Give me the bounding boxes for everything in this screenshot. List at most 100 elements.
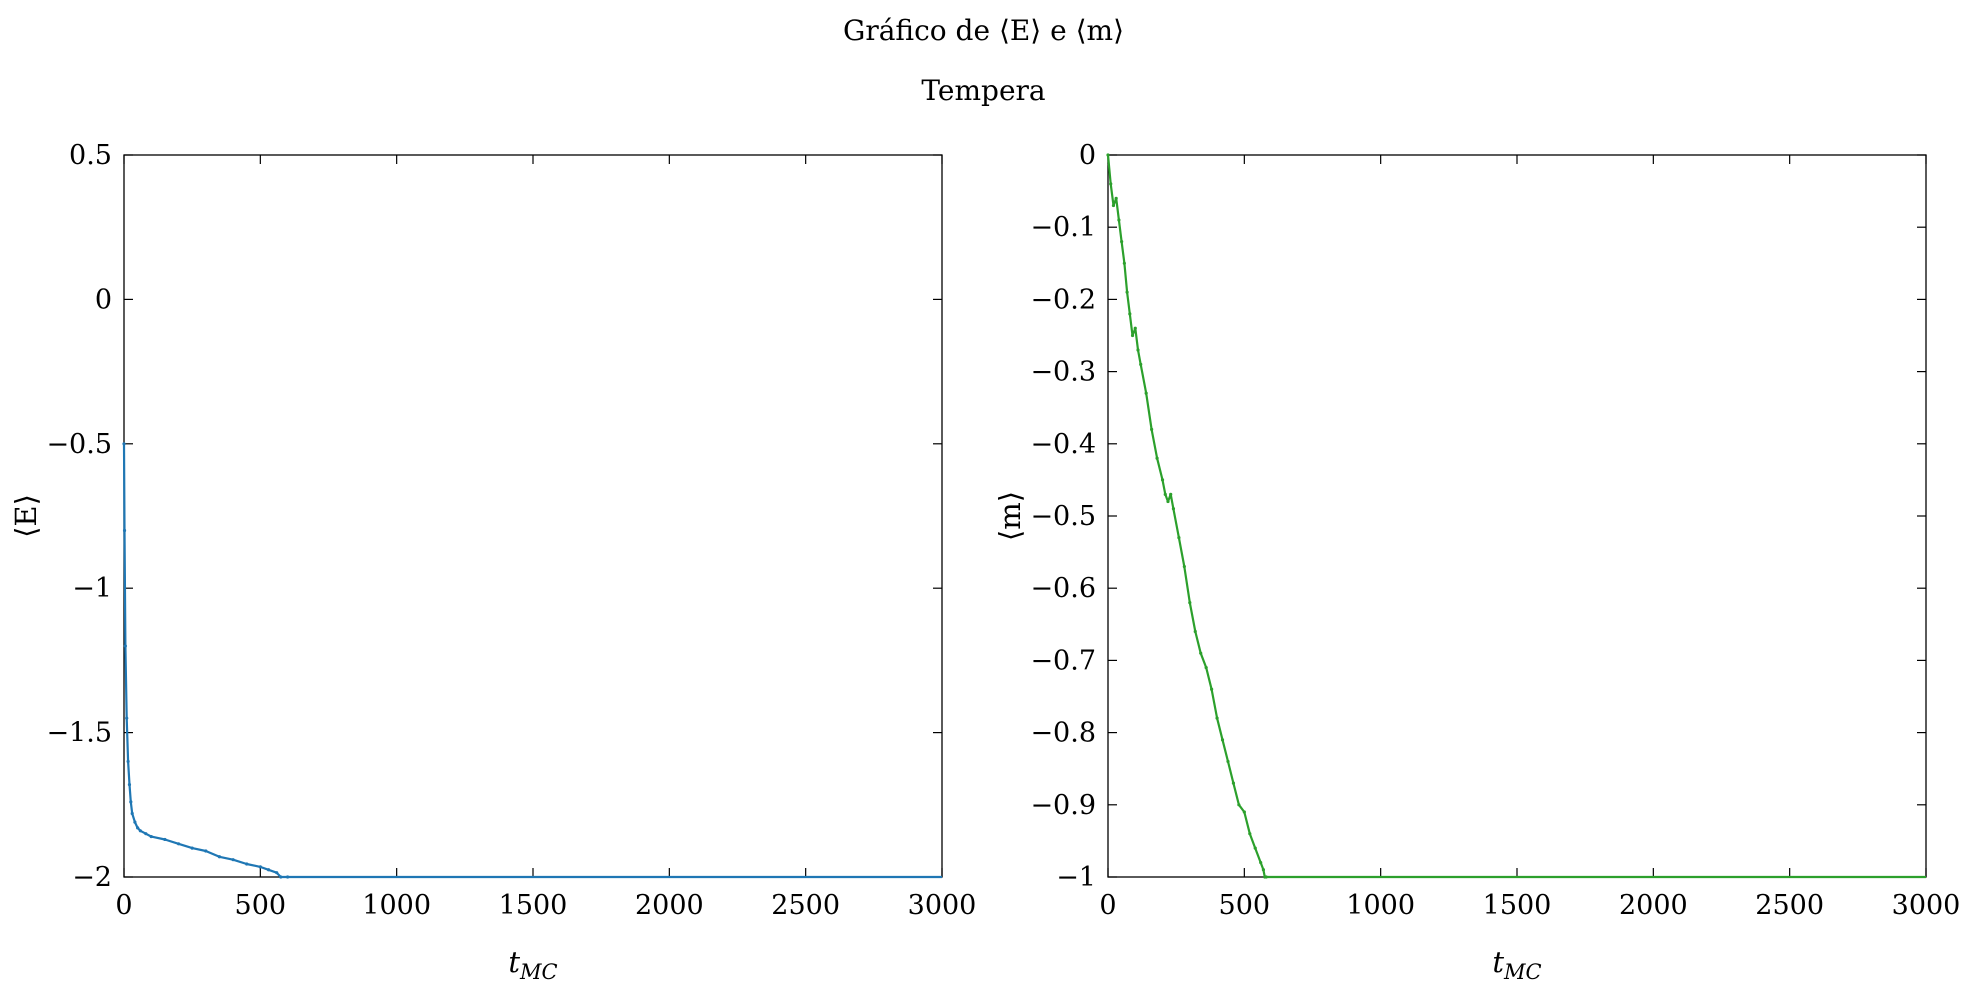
y-tick-label: −0.2	[1030, 284, 1096, 315]
data-point	[1130, 333, 1135, 338]
data-point	[1171, 507, 1176, 511]
data-point	[130, 811, 134, 816]
data-point	[1169, 492, 1173, 496]
y-tick-label: 0.5	[69, 140, 112, 171]
data-point	[122, 528, 127, 533]
x-tick-label: 3000	[908, 890, 977, 921]
data-point	[1226, 759, 1230, 764]
data-point	[122, 442, 126, 446]
data-point	[1139, 362, 1143, 366]
data-point	[1111, 203, 1116, 208]
x-tick-label: 3000	[1892, 890, 1961, 921]
chart-subtitle: Tempera	[921, 74, 1046, 107]
data-point	[144, 832, 148, 836]
x-axis-label: tMC	[508, 945, 557, 983]
data-point	[127, 782, 132, 787]
data-point	[123, 644, 127, 648]
data-point	[176, 842, 181, 846]
data-point	[1133, 326, 1137, 330]
data-point	[1237, 803, 1241, 807]
y-axis-label: ⟨E⟩	[9, 494, 43, 538]
y-tick-label: −1.5	[46, 718, 112, 749]
y-tick-label: −0.9	[1030, 790, 1096, 821]
data-point	[1220, 738, 1225, 742]
data-point	[126, 759, 130, 764]
data-point	[1155, 456, 1159, 460]
x-tick-label: 500	[1219, 890, 1271, 921]
data-point	[1109, 182, 1113, 186]
data-point	[1261, 868, 1266, 872]
y-tick-label: −0.3	[1030, 357, 1096, 388]
y-tick-label: −0.5	[1030, 501, 1096, 532]
series-line-energy	[122, 443, 942, 879]
data-point	[258, 865, 262, 869]
x-tick-label: 1000	[1346, 890, 1415, 921]
plot-frame	[123, 154, 943, 878]
data-point	[1150, 427, 1154, 431]
x-tick-label: 1500	[1483, 890, 1552, 921]
data-point	[1122, 261, 1126, 265]
data-point	[190, 846, 194, 850]
data-point	[1231, 781, 1236, 785]
series-line-magnetization	[1106, 154, 1926, 879]
data-point	[1215, 716, 1219, 720]
chart-title: Gráfico de ⟨E⟩ e ⟨m⟩	[842, 14, 1124, 47]
data-point	[1193, 629, 1197, 634]
y-tick-label: −1	[1056, 862, 1096, 893]
x-axis-label-sub: MC	[519, 960, 558, 983]
data-point	[286, 875, 290, 879]
data-point	[149, 834, 153, 839]
plot-magnetization: 0 500 1000 1500 2000 2500 3000 0 −0.1 −0.2 −0.3 −0.…	[993, 140, 1960, 983]
x-tick-label: 2000	[635, 890, 704, 921]
y-tick-label: −0.4	[1030, 429, 1096, 460]
x-axis-label-sub: MC	[1503, 960, 1542, 983]
x-tick-label: 2000	[1619, 890, 1688, 921]
data-point	[1106, 153, 1110, 157]
data-point	[204, 849, 208, 853]
data-point	[1242, 810, 1246, 814]
data-point	[1210, 687, 1214, 691]
x-tick-label: 2500	[1755, 890, 1824, 921]
x-axis-label: tMC	[1492, 945, 1541, 983]
data-point	[138, 829, 142, 833]
x-tick-label: 0	[1099, 890, 1116, 921]
data-point	[1177, 536, 1181, 540]
data-point	[1264, 875, 1268, 879]
x-axis-label-main: t	[1492, 945, 1504, 979]
data-point	[1248, 832, 1252, 836]
y-tick-label: −0.1	[1030, 212, 1096, 243]
plot-energy: 0 500 1000 1500 2000 2500 3000 0.5 0 −0.5 −1 −1.5 −2…	[9, 140, 976, 983]
x-tick-label: 500	[235, 890, 287, 921]
data-point	[1144, 391, 1148, 395]
data-point	[163, 837, 167, 842]
y-tick-label: −0.5	[46, 429, 112, 460]
data-point	[1120, 240, 1124, 244]
data-point	[136, 826, 140, 830]
y-tick-label: −1	[72, 573, 112, 604]
data-point	[1117, 218, 1121, 222]
x-tick-label: 1000	[362, 890, 431, 921]
data-point	[1166, 499, 1170, 504]
data-point	[279, 875, 283, 879]
data-point	[133, 820, 137, 824]
data-point	[217, 855, 222, 859]
data-point	[1199, 651, 1203, 655]
data-point	[1125, 290, 1129, 294]
data-point	[231, 858, 235, 862]
data-point	[1160, 478, 1165, 482]
data-point	[1128, 312, 1132, 316]
data-point	[1163, 492, 1167, 496]
x-tick-label: 2500	[771, 890, 840, 921]
x-tick-label: 0	[115, 890, 132, 921]
y-axis-label: ⟨m⟩	[993, 491, 1027, 541]
data-point	[1253, 846, 1257, 850]
data-point	[1188, 601, 1192, 605]
y-tick-label: 0	[95, 284, 112, 315]
x-tick-label: 1500	[499, 890, 568, 921]
data-point	[266, 868, 271, 872]
y-tick-label: −0.8	[1030, 718, 1096, 749]
y-tick-label: −2	[72, 862, 112, 893]
x-axis-label-main: t	[508, 945, 520, 979]
data-point	[1114, 196, 1118, 200]
